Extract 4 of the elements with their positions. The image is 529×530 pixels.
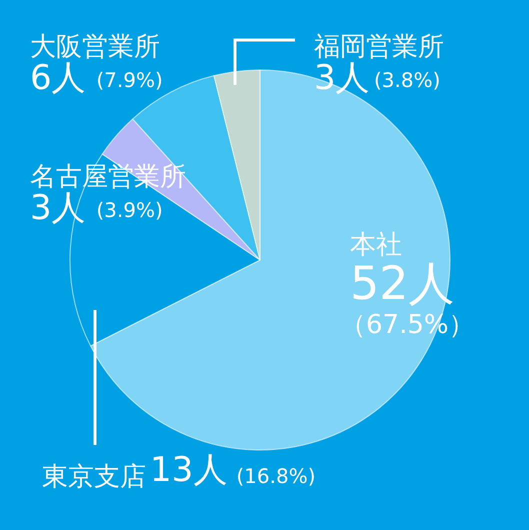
slice-label: 本社 [350,230,402,260]
slice-label: 東京支店 [42,462,146,492]
data-label: 13人 (16.8%) [150,450,316,490]
slice-label: 福岡営業所 [314,32,444,62]
